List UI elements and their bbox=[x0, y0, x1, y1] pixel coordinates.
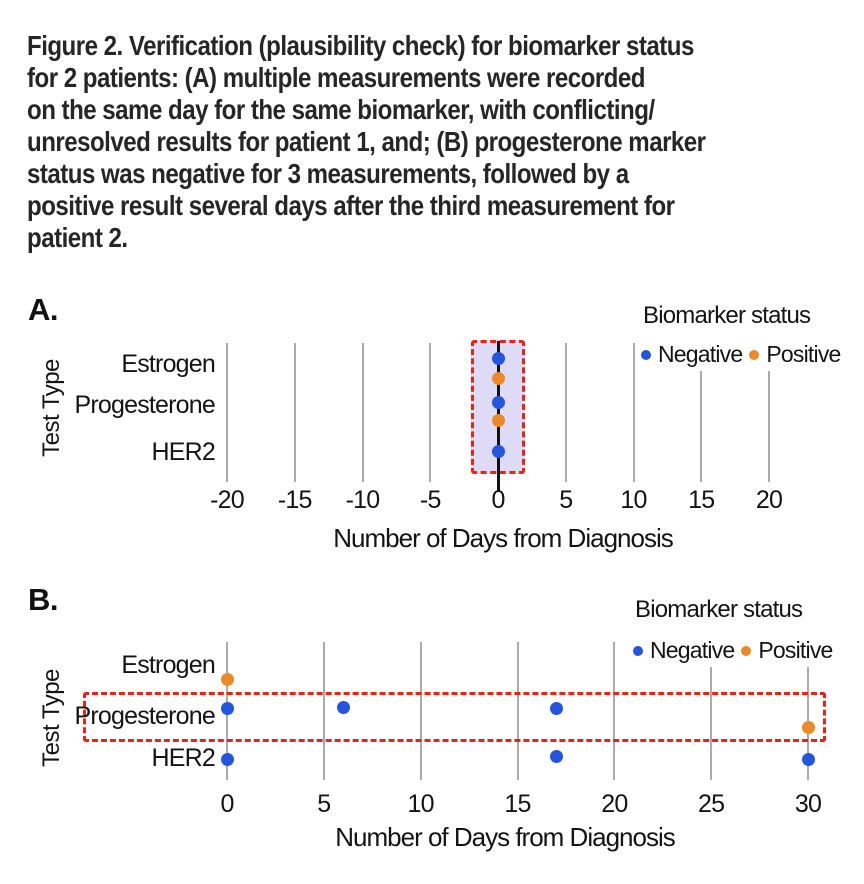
x-tick-label: 0 bbox=[220, 790, 234, 818]
y-axis-title: Test Type bbox=[38, 359, 65, 457]
x-tick-label: 0 bbox=[491, 486, 505, 514]
panel-label: A. bbox=[28, 292, 59, 327]
legend-title: Biomarker status bbox=[632, 596, 806, 624]
category-label: Estrogen bbox=[121, 651, 215, 679]
gridline bbox=[429, 343, 432, 482]
gridline bbox=[768, 343, 770, 482]
x-tick-label: 25 bbox=[698, 790, 725, 818]
gridline bbox=[419, 642, 422, 780]
x-axis-title: Number of Days from Diagnosis bbox=[335, 822, 675, 852]
data-point bbox=[801, 752, 815, 766]
data-point bbox=[491, 371, 505, 385]
legend-negative-dot-icon bbox=[641, 349, 651, 360]
x-tick-label: -20 bbox=[210, 486, 245, 514]
legend-label-positive: Positive bbox=[758, 637, 833, 663]
x-tick-label: 10 bbox=[407, 790, 435, 818]
gridline bbox=[632, 343, 635, 482]
x-tick-label: 5 bbox=[559, 486, 573, 514]
gridline bbox=[322, 642, 325, 780]
x-tick-label: -15 bbox=[277, 486, 313, 514]
data-point bbox=[491, 444, 505, 458]
data-point bbox=[549, 701, 563, 715]
gridline bbox=[807, 642, 809, 780]
category-label: HER2 bbox=[151, 744, 216, 772]
gridline bbox=[361, 343, 364, 482]
gridline bbox=[700, 343, 703, 482]
legend: Negative Positive bbox=[628, 634, 838, 667]
gridline bbox=[293, 343, 296, 482]
data-point bbox=[549, 749, 563, 763]
data-point bbox=[491, 413, 505, 427]
x-axis-title: Number of Days from Diagnosis bbox=[333, 523, 673, 553]
highlight-region bbox=[83, 692, 826, 742]
y-axis-title: Test Type bbox=[38, 669, 65, 767]
gridline bbox=[613, 642, 616, 780]
legend-positive-dot-icon bbox=[741, 645, 752, 656]
x-tick-label: 15 bbox=[688, 486, 715, 514]
category-label: HER2 bbox=[151, 438, 216, 466]
data-point bbox=[220, 701, 234, 715]
legend-negative-dot-icon bbox=[633, 645, 643, 656]
category-label: Estrogen bbox=[121, 350, 215, 378]
x-tick-label: 30 bbox=[794, 790, 822, 818]
legend-positive-dot-icon bbox=[749, 349, 760, 360]
category-label: Progesterone bbox=[74, 391, 216, 419]
gridline bbox=[226, 343, 228, 482]
data-point bbox=[491, 395, 505, 409]
gridline bbox=[564, 343, 567, 482]
figure-caption: Figure 2. Verification (plausibility che… bbox=[27, 30, 706, 253]
legend: Negative Positive bbox=[636, 338, 846, 371]
panel-label: B. bbox=[28, 582, 59, 617]
legend-label-negative: Negative bbox=[658, 341, 743, 367]
x-tick-label: -10 bbox=[345, 486, 381, 514]
x-tick-label: -5 bbox=[419, 486, 441, 514]
data-point bbox=[491, 351, 505, 365]
data-point bbox=[336, 700, 350, 714]
legend-label-negative: Negative bbox=[650, 637, 735, 663]
legend-label-positive: Positive bbox=[766, 341, 841, 367]
x-tick-label: 20 bbox=[601, 790, 628, 818]
gridline bbox=[710, 642, 713, 780]
panel-a: A. -20 -15 -10 -5 0 5 10 15 20 Estrogen Progesteron… bbox=[0, 288, 864, 580]
data-point bbox=[220, 672, 234, 686]
legend-title: Biomarker status bbox=[640, 302, 814, 330]
x-tick-label: 15 bbox=[504, 790, 531, 818]
category-label: Progesterone bbox=[74, 702, 216, 730]
panel-b: B. 0 5 10 15 20 25 30 Estrogen Progesterone HER2 Te… bbox=[0, 580, 864, 884]
data-point bbox=[220, 752, 234, 766]
x-tick-label: 20 bbox=[755, 486, 783, 514]
x-tick-label: 5 bbox=[317, 790, 331, 818]
gridline bbox=[516, 642, 519, 780]
data-point bbox=[801, 720, 815, 734]
x-tick-label: 10 bbox=[620, 486, 647, 514]
